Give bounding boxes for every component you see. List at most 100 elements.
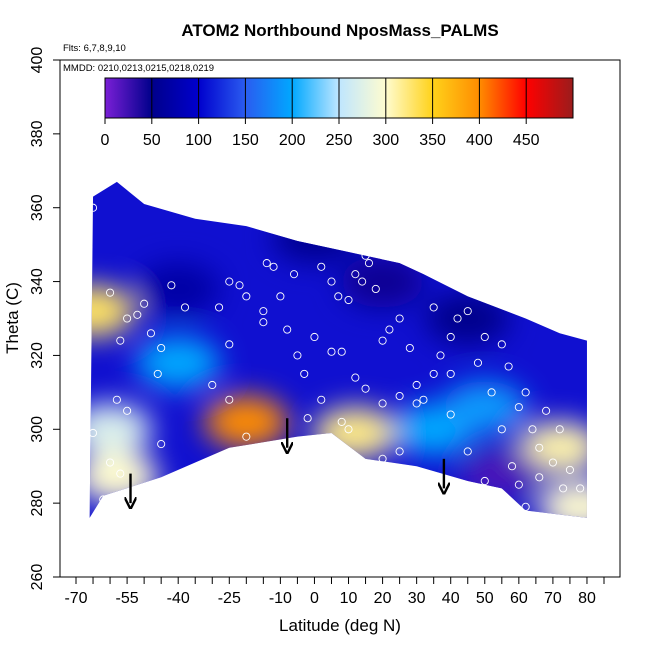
sample-point (112, 395, 121, 404)
dates-annotation: MMDD: 0210,0213,0215,0218,0219 (63, 63, 214, 74)
sample-point (283, 325, 292, 334)
sample-point (358, 277, 367, 286)
flights-annotation: Flts: 6,7,8,9,10 (63, 43, 126, 54)
y-axis-label: Theta (C) (3, 282, 22, 354)
heatmap-cell (136, 262, 221, 315)
sample-point (167, 281, 176, 290)
x-axis-label: Latitude (deg N) (279, 616, 401, 635)
sample-point (293, 351, 302, 360)
sample-point (436, 351, 445, 360)
sample-point (116, 336, 125, 345)
sample-point (180, 303, 190, 312)
y-tick-label: 260 (29, 564, 46, 591)
sample-point (327, 347, 336, 356)
sample-point (225, 340, 234, 349)
sample-point (463, 307, 472, 316)
heatmap-cell (136, 336, 221, 389)
colorbar: 0 50 100 150 200 250 300 350 400 450 (101, 77, 574, 149)
arrows (131, 418, 444, 503)
sample-point (351, 270, 360, 279)
sample-point (463, 447, 472, 456)
colorbar-tick-label: 400 (466, 132, 493, 149)
heatmap-cell (459, 447, 544, 500)
sample-point (555, 425, 564, 434)
sample-point (576, 484, 585, 493)
chart-title: ATOM2 Northbound NposMass_PALMS (181, 21, 498, 40)
sample-point (364, 259, 374, 268)
heatmap-cell (89, 285, 136, 338)
sample-point (497, 425, 506, 434)
sample-point (378, 336, 387, 345)
sample-point (242, 292, 251, 301)
sample-point (215, 303, 224, 312)
sample-point (542, 406, 551, 415)
sample-point (351, 373, 360, 382)
sample-point (276, 292, 285, 301)
sample-points (88, 203, 585, 511)
heatmap-cell (517, 421, 587, 474)
x-tick-label: 30 (408, 590, 426, 607)
sample-point (334, 292, 343, 301)
heatmap-cell (313, 406, 398, 459)
sample-point (337, 347, 346, 356)
y-tick-label: 280 (29, 490, 46, 517)
x-tick-label: -40 (167, 590, 190, 607)
sample-point (395, 314, 404, 323)
colorbar-tick-label: 450 (513, 132, 540, 149)
sample-point (123, 406, 132, 415)
sample-point (317, 395, 326, 404)
colorbar-tick-label: 300 (372, 132, 399, 149)
sample-point (146, 329, 155, 338)
sample-point (157, 440, 166, 449)
x-tick-label: -25 (218, 590, 241, 607)
sample-point (361, 384, 370, 393)
sample-point (88, 428, 98, 438)
sample-point (565, 465, 574, 474)
heatmap-cell (89, 403, 153, 456)
y-axis: 260 280 300 320 340 360 380 400 (29, 47, 60, 591)
sample-point (361, 251, 370, 260)
sample-point (225, 277, 234, 286)
sample-point (289, 270, 299, 279)
sample-point (344, 425, 353, 434)
sample-point (497, 340, 506, 349)
sample-point (487, 388, 496, 397)
sample-point (123, 314, 132, 323)
y-tick-label: 320 (29, 342, 46, 369)
colorbar-tick-label: 250 (326, 132, 353, 149)
sample-point (259, 318, 268, 327)
sample-point (140, 299, 149, 308)
sample-point (106, 458, 115, 467)
sample-point (317, 262, 326, 271)
colorbar-tick-label: 50 (143, 132, 161, 149)
sample-point (116, 469, 125, 478)
sample-point (429, 369, 438, 378)
sample-point (446, 332, 455, 342)
sample-point (300, 369, 309, 378)
x-tick-label: 20 (374, 590, 392, 607)
sample-point (559, 484, 568, 493)
sample-point (514, 403, 523, 412)
sample-point (521, 388, 530, 397)
sample-point (303, 414, 312, 423)
sample-point (157, 343, 166, 353)
sample-point (153, 369, 162, 378)
sample-point (412, 399, 421, 408)
heatmap-cell (538, 480, 587, 518)
sample-point (521, 502, 530, 511)
sample-point (88, 203, 98, 212)
sample-point (378, 399, 387, 408)
sample-point (535, 473, 544, 482)
sample-point (310, 332, 319, 342)
sample-point (405, 343, 414, 353)
sample-point (327, 277, 336, 286)
sample-point (395, 391, 404, 401)
x-tick-label: 60 (510, 590, 528, 607)
sample-point (262, 259, 271, 268)
colorbar-tick-label: 100 (185, 132, 212, 149)
sample-point (242, 432, 251, 441)
x-tick-label: 50 (476, 590, 494, 607)
sample-point (453, 314, 462, 323)
sample-point (548, 458, 557, 467)
